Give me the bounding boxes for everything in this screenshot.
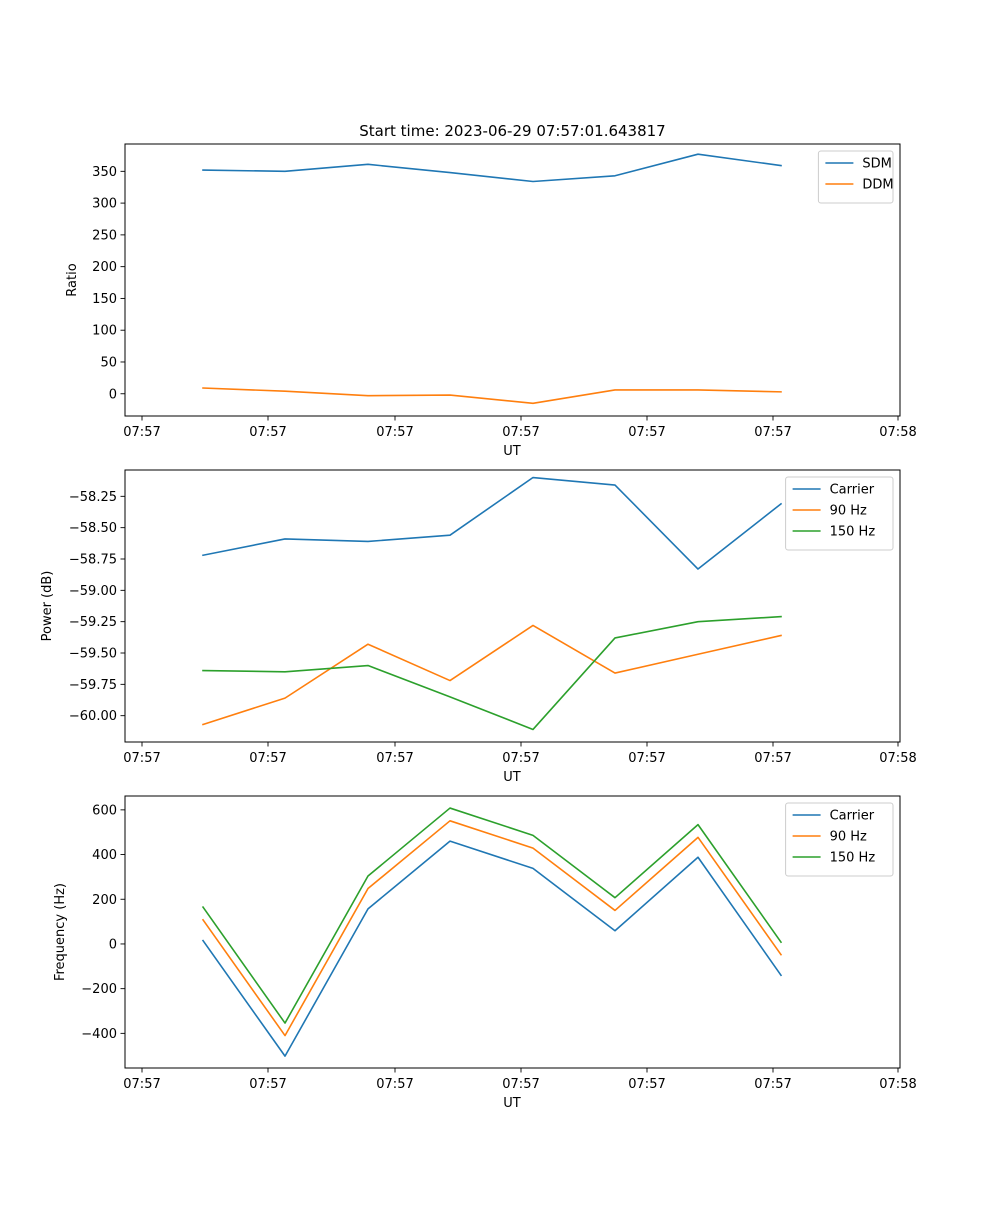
y-axis-label: Ratio xyxy=(65,263,80,296)
legend-label: 90 Hz xyxy=(830,830,867,845)
legend: Carrier 90 Hz 150 Hz xyxy=(786,803,893,876)
x-tick-label: 07:57 xyxy=(502,425,539,440)
y-tick-label: 0 xyxy=(109,937,117,952)
x-tick-label: 07:57 xyxy=(502,1077,539,1092)
series-line-150-hz xyxy=(203,617,781,730)
panel-1: 07:57 07:57 07:57 07:57 07:57 07:57 07:58 0 50 10… xyxy=(65,144,917,459)
y-tick-label: −200 xyxy=(81,982,117,997)
x-tick-label: 07:57 xyxy=(628,425,665,440)
x-tick-label: 07:57 xyxy=(249,1077,286,1092)
y-tick-label: 150 xyxy=(92,292,117,307)
legend-label: 150 Hz xyxy=(830,851,876,866)
legend-label: Carrier xyxy=(830,809,875,824)
legend-label: 90 Hz xyxy=(830,504,867,519)
x-tick-label: 07:57 xyxy=(376,751,413,766)
x-tick-label: 07:57 xyxy=(754,1077,791,1092)
series-line-90-hz xyxy=(203,625,781,724)
legend: SDM DDM xyxy=(818,151,893,203)
x-axis-label: UT xyxy=(503,1096,521,1111)
x-tick-label: 07:57 xyxy=(249,751,286,766)
x-tick-label: 07:57 xyxy=(123,751,160,766)
y-tick-label: 300 xyxy=(92,197,117,212)
y-tick-label: 250 xyxy=(92,228,117,243)
y-tick-label: 100 xyxy=(92,324,117,339)
axes-frame xyxy=(125,796,900,1068)
x-axis-label: UT xyxy=(503,770,521,785)
series-line-carrier xyxy=(203,478,781,570)
y-tick-label: 200 xyxy=(92,893,117,908)
x-tick-label: 07:57 xyxy=(249,425,286,440)
y-tick-label: −59.75 xyxy=(69,678,117,693)
x-tick-label: 07:57 xyxy=(502,751,539,766)
panel-3: 07:57 07:57 07:57 07:57 07:57 07:57 07:58 −400 −… xyxy=(53,796,917,1111)
y-axis-label: Frequency (Hz) xyxy=(53,883,68,981)
x-axis-label: UT xyxy=(503,444,521,459)
figure-title: Start time: 2023-06-29 07:57:01.643817 xyxy=(359,122,665,140)
y-tick-label: −58.75 xyxy=(69,552,117,567)
x-tick-label: 07:57 xyxy=(754,425,791,440)
plot-area xyxy=(203,478,781,730)
legend-label: DDM xyxy=(862,178,893,193)
x-tick-label: 07:58 xyxy=(879,425,916,440)
x-tick-label: 07:57 xyxy=(754,751,791,766)
y-axis-label: Power (dB) xyxy=(40,571,55,642)
x-tick-label: 07:57 xyxy=(628,751,665,766)
legend-label: Carrier xyxy=(830,483,875,498)
x-tick-label: 07:57 xyxy=(123,425,160,440)
legend-label: 150 Hz xyxy=(830,525,876,540)
series-line-ddm xyxy=(203,388,781,403)
x-tick-label: 07:57 xyxy=(123,1077,160,1092)
y-tick-label: 50 xyxy=(100,355,117,370)
plot-area xyxy=(203,808,781,1056)
y-tick-label: 350 xyxy=(92,165,117,180)
y-tick-label: 400 xyxy=(92,848,117,863)
x-tick-label: 07:58 xyxy=(879,751,916,766)
y-tick-label: −59.00 xyxy=(69,584,117,599)
y-tick-label: 200 xyxy=(92,260,117,275)
y-tick-label: −59.50 xyxy=(69,647,117,662)
y-tick-label: −58.50 xyxy=(69,521,117,536)
panel-2: 07:57 07:57 07:57 07:57 07:57 07:57 07:58 −60.0… xyxy=(40,470,917,785)
plot-area xyxy=(203,154,781,403)
y-tick-label: −59.25 xyxy=(69,615,117,630)
series-line-sdm xyxy=(203,154,781,181)
y-tick-label: −58.25 xyxy=(69,490,117,505)
x-tick-label: 07:57 xyxy=(376,1077,413,1092)
axes-frame xyxy=(125,470,900,742)
y-tick-label: 600 xyxy=(92,803,117,818)
x-tick-label: 07:57 xyxy=(376,425,413,440)
legend-label: SDM xyxy=(862,157,891,172)
y-tick-label: 0 xyxy=(109,387,117,402)
y-tick-label: −60.00 xyxy=(69,709,117,724)
x-tick-label: 07:57 xyxy=(628,1077,665,1092)
y-tick-label: −400 xyxy=(81,1027,117,1042)
legend: Carrier 90 Hz 150 Hz xyxy=(786,477,893,550)
axes-frame xyxy=(125,144,900,416)
series-line-90-hz xyxy=(203,821,781,1036)
series-line-carrier xyxy=(203,841,781,1056)
x-tick-label: 07:58 xyxy=(879,1077,916,1092)
